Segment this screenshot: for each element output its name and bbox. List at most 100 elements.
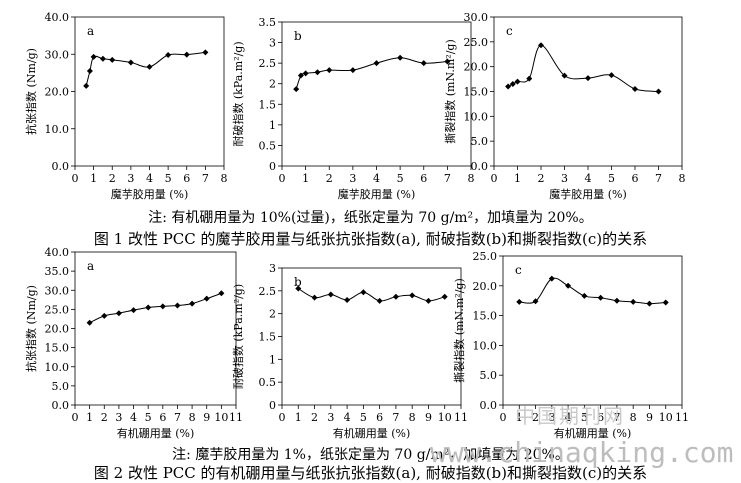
data-point — [509, 81, 516, 88]
y-axis-label: 耐破指数 (kPa.m²/g) — [231, 41, 245, 146]
x-tick-label: 8 — [630, 411, 637, 424]
x-tick-label: 1 — [302, 172, 309, 185]
data-point — [218, 290, 225, 297]
data-point — [505, 83, 512, 90]
y-tick-label: 15.0 — [45, 342, 70, 355]
y-tick-label: 1.5 — [259, 98, 277, 111]
data-point — [202, 49, 209, 56]
y-tick-label: 30.0 — [45, 284, 70, 297]
data-point — [376, 297, 383, 304]
x-tick-label: 3 — [127, 172, 134, 185]
x-axis-label: 有机硼用量 (%) — [333, 426, 411, 440]
x-tick-label: 8 — [679, 172, 686, 185]
y-tick-label: 40.0 — [45, 246, 70, 259]
y-tick-label: 0.0 — [52, 399, 70, 412]
plot-frame — [281, 21, 472, 167]
y-tick-label: 2 — [269, 78, 276, 91]
x-tick-label: 7 — [613, 411, 620, 424]
y-tick-label: 25.0 — [473, 250, 498, 263]
y-tick-label: 0.0 — [480, 399, 498, 412]
data-point — [548, 275, 555, 282]
fig1-note: 注: 有机硼用量为 10%(过量)，纸张定量为 70 g/m²，加填量为 20%… — [148, 210, 593, 226]
chart-fig1c: 0.0 5.0 10.0 15.0 20.0 25.0 30.0 0 1 2 3 4 5 6 7 8 魔芋胶用量… — [443, 11, 686, 201]
panel-label: b — [294, 29, 302, 43]
y-tick-label: 2 — [269, 308, 276, 321]
data-point — [373, 60, 380, 67]
x-tick-label: 1 — [514, 172, 521, 185]
data-point — [526, 75, 533, 82]
y-tick-label: 30.0 — [45, 48, 70, 61]
x-tick-label: 11 — [454, 411, 468, 424]
data-point — [392, 293, 399, 300]
data-point — [608, 72, 615, 79]
y-tick-label: 35.0 — [45, 265, 70, 278]
x-tick-label: 3 — [115, 411, 122, 424]
data-point — [561, 72, 568, 79]
x-tick-label: 1 — [86, 411, 93, 424]
x-tick-label: 7 — [655, 172, 662, 185]
data-point — [397, 54, 404, 61]
series-line — [89, 292, 222, 324]
data-point — [86, 68, 93, 75]
y-tick-label: 3 — [269, 262, 276, 275]
x-tick-label: 8 — [468, 172, 475, 185]
watermark-cn: 中国期刊网 — [515, 404, 625, 428]
x-tick-label: 0 — [500, 411, 507, 424]
fig2-note: 注: 魔芋胶用量为 1%，纸张定量为 70 g/m²，加填量为 20%。 — [172, 447, 569, 463]
x-tick-label: 0 — [72, 172, 79, 185]
data-point — [314, 69, 321, 76]
data-point — [115, 310, 122, 317]
panel-label: a — [87, 24, 94, 38]
x-tick-label: 0 — [72, 411, 79, 424]
y-tick-label: 2.5 — [259, 57, 277, 70]
x-tick-label: 2 — [101, 411, 108, 424]
y-tick-label: 20.0 — [45, 86, 70, 99]
data-point — [295, 285, 302, 292]
plot-frame — [74, 251, 237, 406]
chart-fig2a: 0.0 5.0 10.0 15.0 20.0 25.0 30.0 35.0 40.0 0 1 2 3 4 5… — [24, 246, 243, 440]
data-point — [127, 59, 134, 66]
chart-fig2c: 0.05.010.015.020.025.00 1 2 3 4 5 6 7 8 9 10 11有机硼用… — [452, 250, 689, 440]
data-point — [514, 78, 521, 85]
x-tick-label: 5 — [397, 172, 404, 185]
plot-frame — [74, 16, 225, 167]
data-point — [327, 291, 334, 298]
x-axis-label: 魔芋胶用量 (%) — [338, 187, 416, 201]
x-tick-label: 4 — [130, 411, 137, 424]
data-point — [344, 296, 351, 303]
data-point — [293, 86, 300, 93]
x-tick-label: 7 — [444, 172, 451, 185]
x-tick-label: 4 — [146, 172, 153, 185]
x-tick-label: 4 — [585, 172, 592, 185]
data-point — [420, 60, 427, 67]
x-tick-label: 6 — [597, 411, 604, 424]
x-axis-label: 有机硼用量 (%) — [117, 426, 195, 440]
y-axis-label: 抗张指数 (Nm/g) — [24, 48, 38, 135]
x-tick-label: 2 — [109, 172, 116, 185]
data-point — [99, 55, 106, 62]
y-tick-label: 3 — [269, 37, 276, 50]
y-axis-label: 撕裂指数 (mN.m²/g) — [452, 278, 466, 383]
series-line — [507, 44, 659, 92]
data-point — [597, 294, 604, 301]
x-tick-label: 1 — [295, 411, 302, 424]
x-tick-label: 1 — [516, 411, 523, 424]
x-tick-label: 9 — [203, 411, 210, 424]
data-point — [189, 300, 196, 307]
x-tick-label: 5 — [145, 411, 152, 424]
data-point — [632, 86, 638, 93]
plot-frame — [281, 267, 462, 406]
x-tick-label: 3 — [548, 411, 555, 424]
data-point — [90, 53, 97, 60]
y-tick-label: 5.0 — [52, 380, 70, 393]
data-point — [441, 293, 448, 300]
data-point — [203, 295, 210, 302]
y-axis-label: 撕裂指数 (mN.m²/g) — [443, 39, 457, 144]
x-tick-label: 7 — [392, 411, 399, 424]
panel-label: c — [515, 263, 522, 277]
x-tick-label: 2 — [538, 172, 545, 185]
fig1-title: 图 1 改性 PCC 的魔芋胶用量与纸张抗张指数(a), 耐破指数(b)和撕裂指… — [93, 230, 648, 248]
series-line — [519, 277, 666, 305]
y-tick-label: 5.0 — [471, 135, 489, 148]
